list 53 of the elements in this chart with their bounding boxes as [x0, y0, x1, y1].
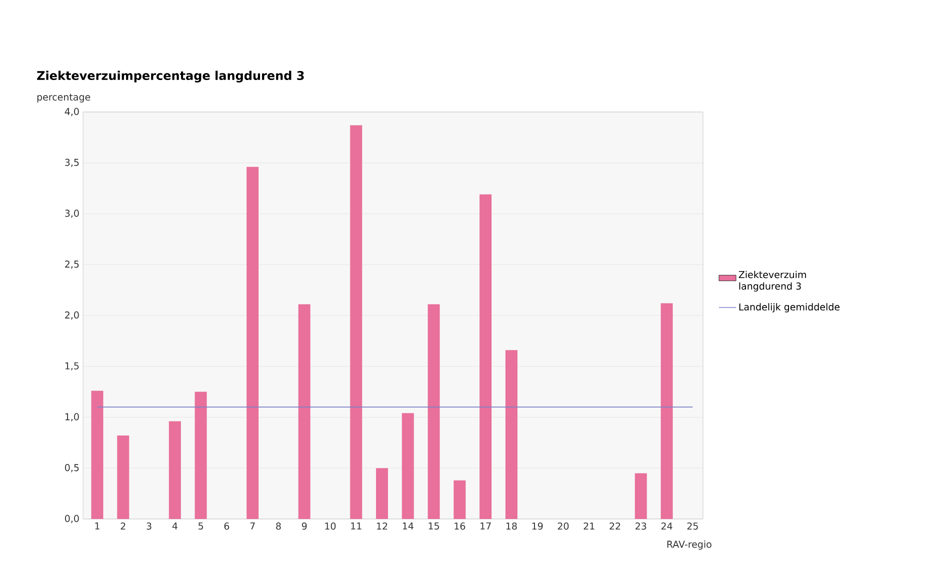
x-tick-label: 17 — [480, 522, 491, 530]
bar — [376, 468, 388, 519]
x-tick-label: 14 — [402, 522, 414, 530]
bar — [117, 436, 130, 519]
x-axis-title: RAV-regio — [667, 540, 712, 550]
legend-label: Landelijk gemiddelde — [739, 303, 840, 312]
x-tick-label: 7 — [250, 522, 255, 530]
y-tick-label: 2,0 — [65, 311, 79, 320]
bar — [246, 166, 259, 519]
x-tick-label: 1 — [95, 522, 100, 530]
bar — [402, 413, 414, 519]
x-tick-label: 10 — [325, 522, 336, 530]
y-tick-label: 1,5 — [65, 362, 79, 370]
x-tick-label: 20 — [558, 522, 569, 530]
x-tick-label: 25 — [687, 522, 698, 530]
x-tick-label: 24 — [661, 522, 672, 530]
y-tick-label: 1,0 — [65, 413, 79, 422]
x-tick-label: 16 — [454, 522, 466, 530]
bar — [634, 473, 647, 519]
x-tick-label: 4 — [172, 522, 178, 530]
legend-label: Ziekteverzuim langdurend 3 — [738, 270, 806, 292]
y-tick-label: 3,0 — [65, 210, 79, 218]
bar — [428, 304, 440, 519]
bar — [660, 303, 673, 519]
bar — [168, 421, 181, 519]
x-tick-label: 9 — [302, 522, 307, 530]
x-tick-label: 22 — [610, 522, 620, 530]
x-tick-label: 2 — [120, 522, 126, 530]
chart-title: Ziekteverzuimpercentage langdurend 3 — [37, 70, 304, 82]
x-tick-label: 12 — [377, 522, 388, 530]
bar — [480, 194, 492, 519]
x-tick-label: 6 — [224, 522, 230, 530]
bar — [350, 125, 362, 519]
x-tick-label: 3 — [146, 522, 152, 530]
x-tick-label: 18 — [506, 522, 517, 530]
y-tick-label: 3,5 — [65, 158, 79, 167]
y-tick-label: 2,5 — [65, 260, 79, 269]
x-tick-label: 11 — [351, 522, 362, 530]
x-tick-label: 8 — [276, 522, 281, 530]
y-tick-label: 0,0 — [65, 514, 79, 524]
y-tick-label: 4,0 — [64, 108, 79, 116]
x-tick-label: 21 — [584, 522, 594, 530]
bar — [194, 392, 207, 519]
bar — [454, 480, 466, 519]
y-tick-label: 0,5 — [65, 464, 79, 472]
x-tick-label: 23 — [636, 522, 646, 530]
y-axis-title: percentage — [37, 94, 90, 102]
bar — [91, 390, 104, 519]
x-tick-label: 15 — [428, 522, 439, 530]
x-tick-label: 19 — [532, 522, 543, 530]
bar — [298, 304, 310, 519]
x-tick-label: 5 — [198, 522, 203, 530]
bar — [505, 350, 518, 519]
